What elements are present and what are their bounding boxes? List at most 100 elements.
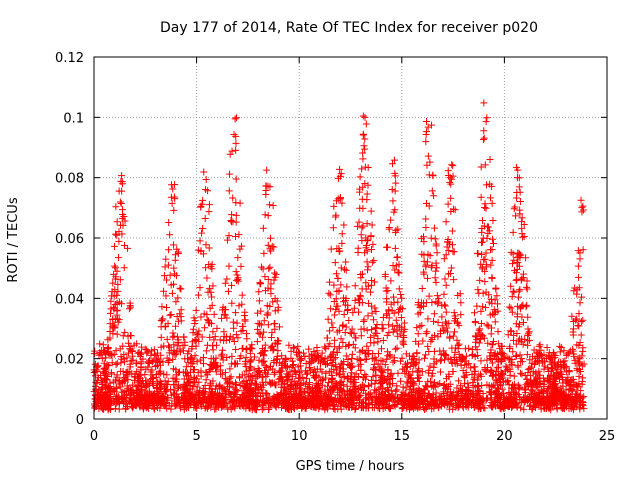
roti-point bbox=[422, 351, 430, 359]
roti-point bbox=[376, 383, 384, 391]
roti-point bbox=[502, 394, 510, 402]
roti-point bbox=[134, 349, 142, 357]
roti-point bbox=[369, 240, 377, 248]
roti-point bbox=[328, 361, 336, 369]
roti-point bbox=[496, 379, 504, 387]
roti-point bbox=[122, 404, 130, 412]
roti-point bbox=[199, 196, 207, 204]
roti-point bbox=[113, 330, 121, 338]
y-tick-label: 0.08 bbox=[55, 172, 84, 187]
roti-point bbox=[492, 376, 500, 384]
roti-point bbox=[522, 254, 530, 262]
roti-point bbox=[383, 394, 391, 402]
roti-point bbox=[369, 349, 377, 357]
roti-point bbox=[383, 355, 391, 363]
roti-point bbox=[167, 385, 175, 393]
roti-point bbox=[395, 260, 403, 268]
roti-point bbox=[414, 310, 422, 318]
roti-point bbox=[338, 199, 346, 207]
roti-point bbox=[96, 392, 104, 400]
roti-point bbox=[329, 324, 337, 332]
y-tick-label: 0 bbox=[76, 413, 84, 428]
roti-point bbox=[485, 298, 493, 306]
roti-point bbox=[329, 224, 337, 232]
roti-point bbox=[394, 369, 402, 377]
roti-point bbox=[368, 309, 376, 317]
roti-point bbox=[575, 310, 583, 318]
roti-point bbox=[431, 378, 439, 386]
roti-point bbox=[232, 380, 240, 388]
roti-point bbox=[331, 405, 339, 413]
roti-point bbox=[521, 389, 529, 397]
roti-point bbox=[216, 336, 224, 344]
roti-point bbox=[313, 347, 321, 355]
roti-point bbox=[361, 249, 369, 257]
roti-point bbox=[356, 356, 364, 364]
roti-point bbox=[274, 355, 282, 363]
roti-point bbox=[264, 284, 272, 292]
roti-point bbox=[115, 397, 123, 405]
roti-point bbox=[540, 365, 548, 373]
roti-point bbox=[303, 370, 311, 378]
roti-point bbox=[113, 267, 121, 275]
roti-point bbox=[407, 404, 415, 412]
roti-point bbox=[395, 305, 403, 313]
roti-point bbox=[124, 244, 132, 252]
roti-point bbox=[363, 220, 371, 228]
roti-point bbox=[360, 387, 368, 395]
roti-point bbox=[378, 379, 386, 387]
roti-point bbox=[435, 295, 443, 303]
roti-point bbox=[545, 401, 553, 409]
roti-point bbox=[472, 332, 480, 340]
roti-point bbox=[396, 393, 404, 401]
roti-point bbox=[398, 294, 406, 302]
roti-point bbox=[211, 358, 219, 366]
roti-point bbox=[270, 320, 278, 328]
roti-point bbox=[532, 403, 540, 411]
roti-point bbox=[379, 337, 387, 345]
roti-point bbox=[429, 172, 437, 180]
roti-point bbox=[171, 351, 179, 359]
roti-point bbox=[414, 299, 422, 307]
roti-point bbox=[494, 372, 502, 380]
roti-point bbox=[197, 402, 205, 410]
roti-point bbox=[287, 347, 295, 355]
roti-point bbox=[560, 396, 568, 404]
roti-point bbox=[153, 398, 161, 406]
roti-point bbox=[164, 381, 172, 389]
roti-point bbox=[308, 400, 316, 408]
roti-point bbox=[334, 302, 342, 310]
roti-point bbox=[132, 359, 140, 367]
roti-point bbox=[383, 331, 391, 339]
roti-point bbox=[179, 341, 187, 349]
roti-point bbox=[211, 385, 219, 393]
roti-point bbox=[486, 180, 494, 188]
roti-point bbox=[340, 298, 348, 306]
roti-point bbox=[124, 376, 132, 384]
roti-point bbox=[536, 389, 544, 397]
roti-point bbox=[451, 206, 459, 214]
roti-point bbox=[123, 354, 131, 362]
roti-point bbox=[515, 383, 523, 391]
roti-point bbox=[336, 371, 344, 379]
roti-point bbox=[299, 349, 307, 357]
roti-point bbox=[172, 350, 180, 358]
roti-point bbox=[170, 380, 178, 388]
roti-point bbox=[474, 250, 482, 258]
roti-point bbox=[430, 192, 438, 200]
roti-point bbox=[517, 338, 525, 346]
roti-point bbox=[515, 287, 523, 295]
roti-point bbox=[376, 363, 384, 371]
roti-point bbox=[391, 244, 399, 252]
roti-point bbox=[445, 373, 453, 381]
roti-point bbox=[489, 310, 497, 318]
roti-point bbox=[436, 368, 444, 376]
roti-point bbox=[477, 260, 485, 268]
roti-point bbox=[520, 394, 528, 402]
roti-point bbox=[196, 284, 204, 292]
roti-point bbox=[348, 369, 356, 377]
roti-point bbox=[535, 342, 543, 350]
roti-point bbox=[260, 249, 268, 257]
roti-point bbox=[362, 279, 370, 287]
roti-point bbox=[497, 403, 505, 411]
